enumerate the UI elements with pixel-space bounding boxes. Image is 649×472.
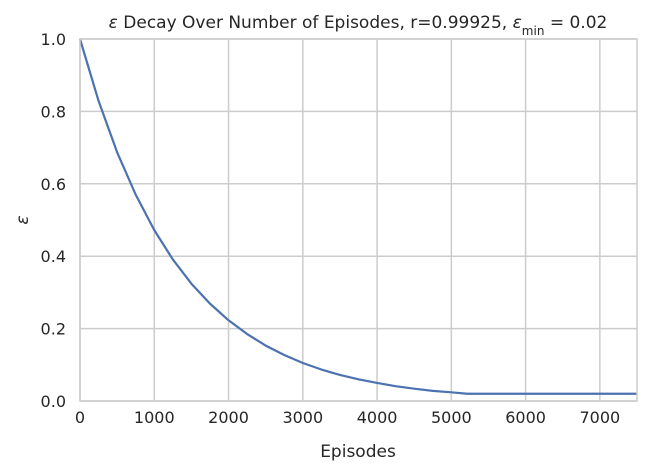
y-tick-label: 0.8 [41,102,66,121]
y-tick-label: 1.0 [41,30,66,49]
y-tick-label: 0.0 [41,392,66,411]
title-min-value: = 0.02 [544,13,607,33]
title-main: Decay Over Number of Episodes, r=0.99925… [118,13,513,33]
x-tick-label: 0 [75,408,85,427]
x-tick-label: 5000 [431,408,472,427]
title-epsilon: ε [109,13,118,33]
x-tick-label: 3000 [282,408,323,427]
x-axis-label: Episodes [320,442,396,462]
chart-title: ε Decay Over Number of Episodes, r=0.999… [109,13,608,38]
series-layer [78,38,637,395]
title-subscript: min [522,24,545,38]
y-tick-label: 0.6 [41,175,66,194]
x-tick-label: 7000 [580,408,621,427]
title-epsilon-min: ε [513,13,522,33]
x-tick-label: 2000 [208,408,249,427]
series-line [78,38,637,395]
y-tick-label: 0.2 [41,320,66,339]
y-tick-label: 0.4 [41,247,66,266]
x-tick-label: 1000 [134,408,175,427]
y-axis-label: ε [13,215,33,224]
tick-labels: 0 1000 2000 3000 4000 5000 6000 7000 0.0 0.2 0.4 0.… [41,30,621,427]
plot-frame [79,38,638,402]
x-tick-label: 6000 [505,408,546,427]
x-tick-label: 4000 [357,408,398,427]
